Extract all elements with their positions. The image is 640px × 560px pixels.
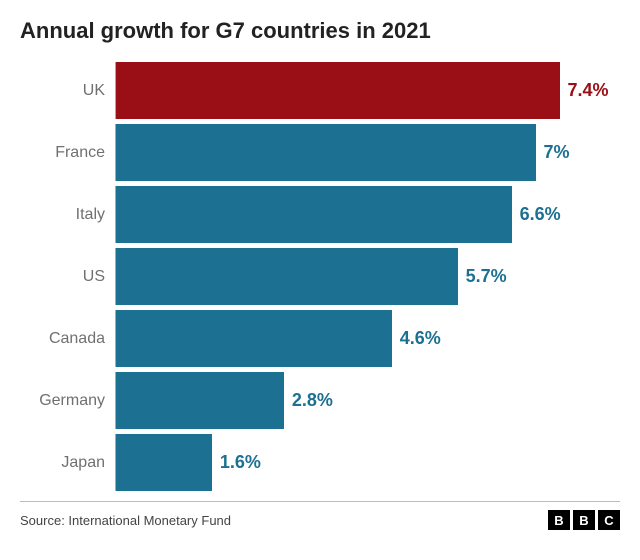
value-label: 2.8% — [284, 372, 333, 429]
bar-zone: 7.4% — [115, 62, 620, 119]
bbc-logo-letter: C — [598, 510, 620, 530]
value-label: 7.4% — [560, 62, 609, 119]
value-label: 6.6% — [512, 186, 561, 243]
value-label: 7% — [536, 124, 570, 181]
bar-row: France 7% — [20, 124, 620, 181]
bar-zone: 5.7% — [115, 248, 620, 305]
bbc-logo-letter: B — [548, 510, 570, 530]
bar — [116, 186, 512, 243]
bar — [116, 62, 560, 119]
bar-zone: 6.6% — [115, 186, 620, 243]
bar-zone: 7% — [115, 124, 620, 181]
country-label: UK — [20, 62, 115, 119]
bar — [116, 372, 284, 429]
value-label: 1.6% — [212, 434, 261, 491]
country-label: Canada — [20, 310, 115, 367]
country-label: France — [20, 124, 115, 181]
bar-row: US 5.7% — [20, 248, 620, 305]
country-label: Japan — [20, 434, 115, 491]
source-text: Source: International Monetary Fund — [20, 513, 231, 528]
chart-footer: Source: International Monetary Fund BBC — [20, 501, 620, 530]
bar — [116, 248, 458, 305]
bar — [116, 310, 392, 367]
bar-zone: 2.8% — [115, 372, 620, 429]
country-label: Italy — [20, 186, 115, 243]
bar-zone: 4.6% — [115, 310, 620, 367]
bar-row: UK 7.4% — [20, 62, 620, 119]
bbc-logo-letter: B — [573, 510, 595, 530]
bar — [116, 434, 212, 491]
country-label: US — [20, 248, 115, 305]
bbc-logo: BBC — [548, 510, 620, 530]
bar-row: Japan 1.6% — [20, 434, 620, 491]
value-label: 5.7% — [458, 248, 507, 305]
bar-row: Canada 4.6% — [20, 310, 620, 367]
value-label: 4.6% — [392, 310, 441, 367]
bar — [116, 124, 536, 181]
bar-row: Germany 2.8% — [20, 372, 620, 429]
chart-title: Annual growth for G7 countries in 2021 — [20, 18, 620, 44]
country-label: Germany — [20, 372, 115, 429]
bar-zone: 1.6% — [115, 434, 620, 491]
bar-chart: UK 7.4% France 7% Italy 6.6% US 5.7% Canada 4.6% G… — [20, 62, 620, 491]
bar-row: Italy 6.6% — [20, 186, 620, 243]
